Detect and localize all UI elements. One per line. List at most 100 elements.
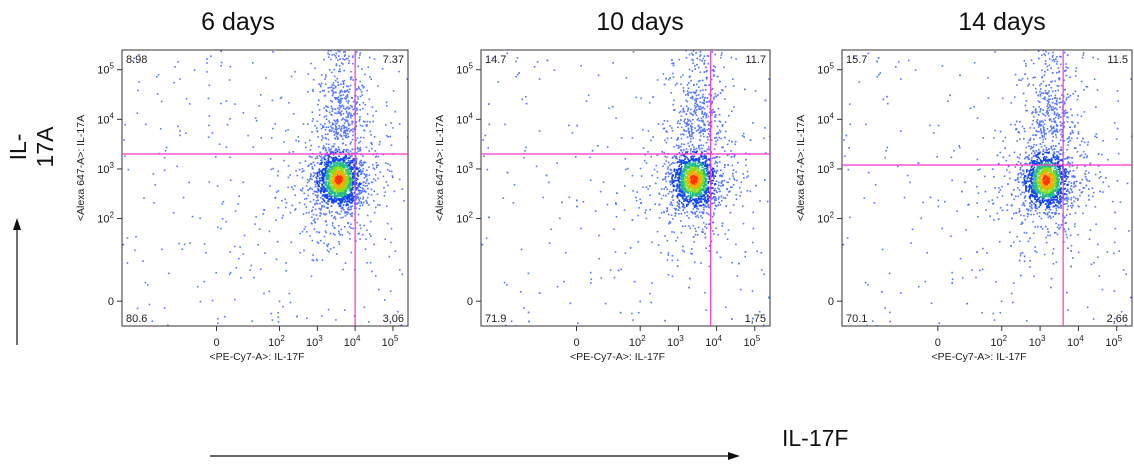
data-point [398, 70, 400, 73]
data-point [364, 185, 367, 187]
data-point [691, 194, 694, 197]
data-point [342, 168, 345, 170]
data-point [314, 67, 316, 70]
data-point [394, 110, 397, 113]
data-point [696, 194, 699, 196]
data-point [693, 261, 696, 264]
data-point [292, 151, 294, 153]
data-point [666, 131, 668, 133]
data-point [506, 52, 508, 55]
data-point [722, 89, 724, 92]
data-point [356, 148, 359, 150]
data-point [763, 137, 765, 140]
data-point [690, 91, 692, 94]
data-point [343, 166, 345, 168]
data-point [359, 124, 362, 127]
data-point [692, 181, 694, 183]
data-point [698, 174, 700, 176]
data-point [163, 156, 166, 159]
data-point [658, 203, 661, 206]
data-point [632, 190, 634, 192]
data-point [388, 170, 391, 172]
data-point [337, 101, 340, 103]
data-point [349, 176, 351, 178]
data-point [699, 97, 701, 99]
data-point [642, 129, 644, 131]
data-point [352, 62, 354, 65]
data-point [716, 169, 719, 172]
data-point [271, 137, 273, 139]
data-point [347, 116, 349, 118]
data-point [681, 180, 684, 183]
data-point [239, 246, 241, 248]
data-point [334, 193, 336, 195]
data-point [700, 171, 702, 173]
data-point [680, 220, 682, 222]
data-point [326, 244, 328, 247]
data-point [708, 135, 711, 138]
data-point [344, 183, 346, 185]
data-point [330, 167, 333, 169]
data-point [711, 187, 713, 189]
data-point [392, 127, 394, 129]
data-point [699, 139, 701, 141]
data-point [690, 52, 693, 55]
data-point [318, 109, 321, 111]
data-point [697, 198, 700, 201]
data-point [328, 176, 330, 178]
data-point [346, 85, 348, 88]
data-point [320, 176, 323, 179]
data-point [672, 194, 674, 197]
data-point [669, 164, 671, 167]
data-point [330, 58, 332, 61]
data-point [694, 185, 697, 188]
data-point [642, 186, 644, 189]
data-point [342, 197, 345, 200]
data-point [299, 189, 302, 191]
data-point [348, 200, 351, 203]
data-point [354, 47, 356, 49]
data-point [332, 232, 335, 235]
data-point [686, 188, 689, 191]
data-point [686, 167, 688, 169]
data-point [316, 241, 319, 244]
data-point [686, 214, 688, 217]
data-point [689, 120, 692, 123]
data-point [733, 106, 735, 108]
data-point [667, 274, 670, 276]
data-point [703, 127, 706, 130]
data-point [345, 203, 348, 205]
data-point [342, 46, 344, 48]
data-point [671, 182, 673, 185]
data-point [316, 162, 319, 164]
data-point [708, 128, 710, 130]
data-point [360, 136, 362, 139]
data-point [323, 89, 325, 92]
data-point [714, 188, 716, 190]
data-point [234, 210, 237, 212]
data-point [662, 123, 664, 125]
data-point [353, 177, 355, 180]
data-point [351, 123, 353, 125]
data-point [714, 160, 717, 163]
data-point [373, 168, 376, 170]
data-point [625, 168, 627, 171]
data-point [699, 182, 701, 184]
data-point [355, 182, 358, 185]
data-point [712, 212, 715, 214]
data-point [632, 319, 634, 321]
data-point [337, 172, 340, 175]
data-point [337, 159, 339, 162]
data-point [687, 203, 689, 206]
data-point [336, 112, 338, 115]
data-point [754, 90, 757, 92]
data-point [185, 132, 187, 134]
data-point [693, 171, 695, 174]
data-point [320, 208, 322, 210]
data-point [520, 248, 523, 251]
data-point [364, 121, 366, 123]
data-point [358, 167, 361, 169]
data-point [361, 94, 364, 96]
data-point [506, 284, 508, 286]
data-point [179, 130, 181, 132]
